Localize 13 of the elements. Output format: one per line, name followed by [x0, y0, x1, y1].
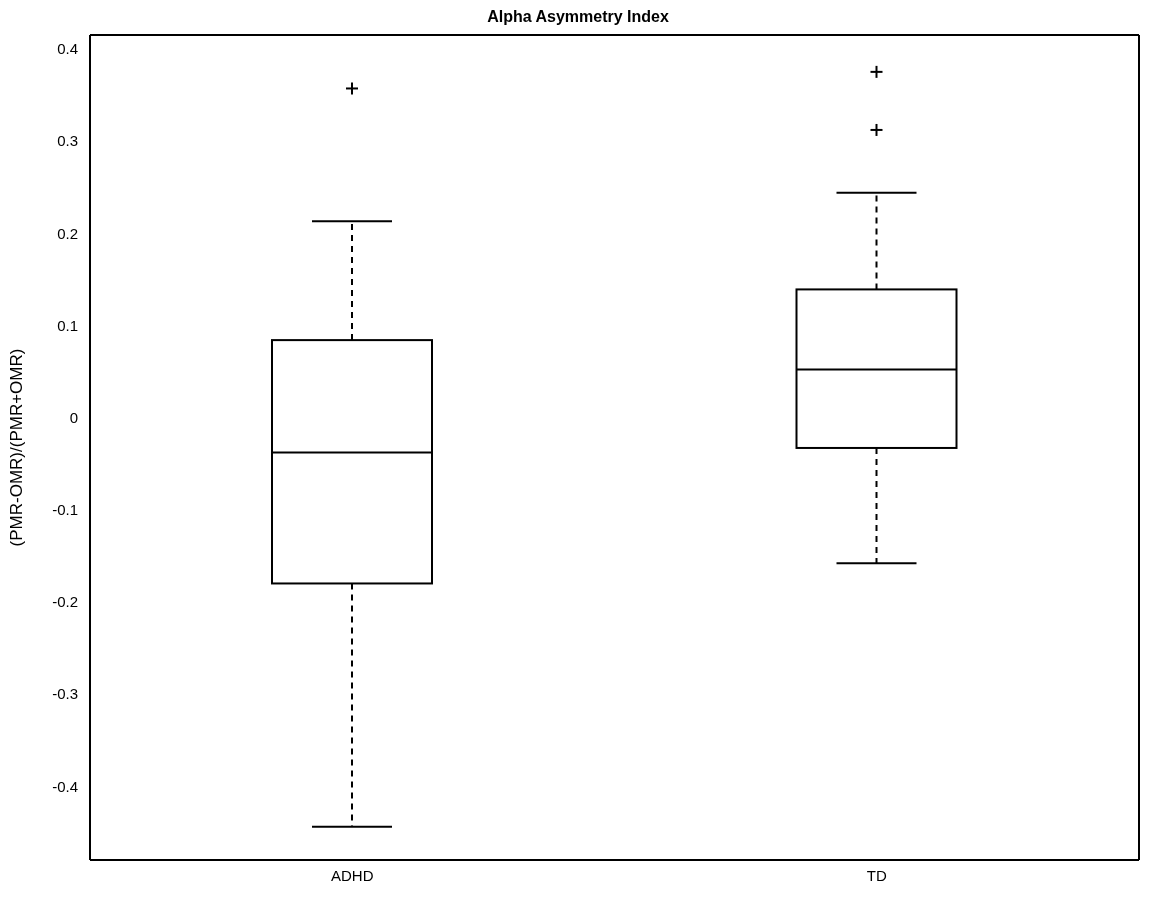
y-tick-label: -0.1: [52, 501, 78, 519]
y-tick-label: -0.4: [52, 777, 78, 795]
x-tick-label: TD: [866, 866, 887, 884]
chart-title: Alpha Asymmetry Index: [486, 8, 670, 27]
y-axis-title: (PMR-OMR)/(PMR+OMR): [7, 348, 27, 547]
y-tick-label: -0.3: [52, 685, 78, 703]
x-tick-label: ADHD: [330, 866, 374, 884]
y-tick-label: -0.2: [52, 593, 78, 611]
y-tick-label: 0.3: [57, 132, 78, 150]
y-tick-label: 0.1: [57, 316, 78, 334]
y-tick-label: 0.4: [57, 40, 78, 58]
y-tick-label: 0: [69, 408, 78, 426]
y-tick-label: 0.2: [57, 224, 78, 242]
